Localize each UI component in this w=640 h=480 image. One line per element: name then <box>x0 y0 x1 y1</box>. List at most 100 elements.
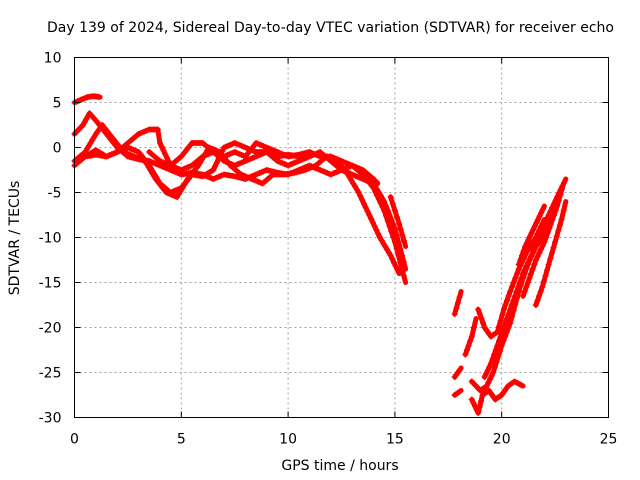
data-point <box>518 252 525 259</box>
y-tick-label: 10 <box>44 51 62 67</box>
data-point <box>510 297 517 304</box>
data-point <box>555 227 562 234</box>
data-point <box>492 347 499 353</box>
data-point <box>493 358 500 365</box>
data-point <box>491 351 498 358</box>
data-point <box>391 225 398 232</box>
data-point <box>364 208 371 215</box>
data-point <box>504 315 511 322</box>
data-point <box>540 222 547 229</box>
data-point <box>481 374 488 380</box>
data-point <box>525 259 532 266</box>
data-point <box>529 266 536 272</box>
data-point <box>544 267 551 274</box>
data-point <box>550 201 557 208</box>
series-s7 <box>370 176 381 186</box>
data-point <box>478 398 485 404</box>
data-point <box>500 306 507 313</box>
data-point <box>499 329 506 335</box>
data-point <box>533 219 540 226</box>
data-point <box>391 207 398 214</box>
x-tick-label: 5 <box>177 432 186 448</box>
data-point <box>470 399 477 406</box>
data-point <box>538 226 545 233</box>
data-point <box>528 270 535 277</box>
x-axis-label: GPS time / hours <box>281 458 398 474</box>
data-point <box>164 155 171 161</box>
data-point <box>539 242 546 249</box>
data-point <box>366 212 373 218</box>
data-point <box>549 204 556 211</box>
data-point <box>539 284 546 290</box>
data-point <box>548 250 555 257</box>
data-point <box>520 248 527 254</box>
data-point <box>531 223 538 230</box>
data-point <box>556 222 563 229</box>
series-s6 <box>146 140 312 169</box>
data-point <box>400 237 407 244</box>
data-point <box>486 376 493 383</box>
data-point <box>362 204 369 211</box>
data-point <box>470 324 477 331</box>
data-point <box>389 200 396 207</box>
data-point <box>560 207 567 214</box>
series-s1 <box>71 93 103 106</box>
data-point <box>388 216 395 223</box>
data-point <box>505 293 512 299</box>
data-point <box>210 167 217 173</box>
data-point <box>525 236 532 243</box>
data-point <box>526 256 533 263</box>
data-point <box>512 275 519 281</box>
data-point <box>538 209 545 216</box>
series-s20 <box>520 176 569 277</box>
data-point <box>539 206 546 213</box>
data-point <box>547 255 554 262</box>
data-point <box>486 363 493 370</box>
data-point <box>540 278 547 285</box>
data-point <box>375 230 382 237</box>
data-point <box>508 302 515 308</box>
data-point <box>490 369 497 376</box>
data-point <box>531 261 538 268</box>
data-series <box>71 93 569 416</box>
data-point <box>532 257 539 263</box>
data-point <box>478 315 485 322</box>
data-point <box>454 299 461 306</box>
data-point <box>543 215 550 222</box>
data-point <box>160 147 167 154</box>
data-point <box>553 233 560 240</box>
y-axis-label: SDTVAR / TECUs <box>7 181 23 296</box>
data-point <box>387 252 394 259</box>
series-s11 <box>451 388 464 398</box>
axis-ticks <box>74 57 609 418</box>
data-point <box>484 367 491 374</box>
data-point <box>476 311 483 317</box>
data-point <box>510 279 517 286</box>
data-point <box>357 193 364 200</box>
data-point <box>551 212 558 218</box>
data-point <box>400 272 407 279</box>
data-point <box>505 311 512 317</box>
data-point <box>554 194 561 200</box>
data-point <box>536 213 543 220</box>
data-point <box>359 197 366 203</box>
data-point <box>545 261 552 268</box>
data-point <box>497 333 504 340</box>
data-point <box>154 126 161 133</box>
data-point <box>396 221 403 227</box>
grid-lines <box>74 57 609 418</box>
data-point <box>472 403 478 410</box>
data-point <box>502 320 509 326</box>
series-s17 <box>515 203 547 268</box>
data-point <box>488 360 495 367</box>
data-point <box>542 272 549 279</box>
data-point <box>386 212 393 218</box>
data-point <box>524 279 531 286</box>
data-point <box>513 288 520 295</box>
data-point <box>373 227 380 233</box>
data-point <box>381 198 388 205</box>
data-point <box>521 288 528 295</box>
data-point <box>468 396 475 403</box>
y-tick-label: -30 <box>39 411 62 427</box>
data-point <box>355 189 362 196</box>
